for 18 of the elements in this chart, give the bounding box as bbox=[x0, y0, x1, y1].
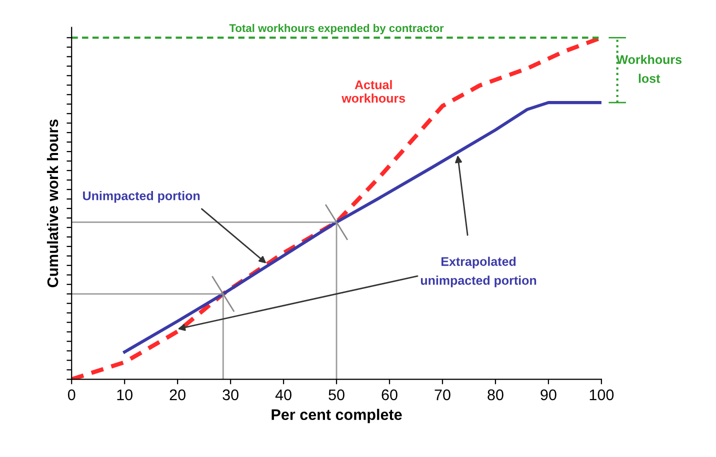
x-tick-label: 80 bbox=[488, 389, 504, 400]
x-tick-label: 0 bbox=[68, 389, 76, 400]
text: Workhours lost bbox=[616, 54, 682, 83]
x-tick-label: 20 bbox=[170, 389, 186, 400]
annotation: Unimpacted portion bbox=[83, 191, 200, 203]
annotation: Extrapolated unimpacted portion bbox=[420, 256, 536, 288]
x-tick-label: 70 bbox=[434, 389, 450, 400]
text: Actual workhours bbox=[342, 80, 406, 103]
x-tick-label: 30 bbox=[222, 389, 238, 400]
x-tick-label: 90 bbox=[540, 389, 556, 400]
x-tick-label: 10 bbox=[117, 389, 132, 400]
y-axis-title: Cumulative work hours bbox=[46, 120, 58, 288]
ref-line-label: Total workhours expended by contractor bbox=[229, 24, 444, 34]
x-axis-title: Per cent complete bbox=[272, 408, 402, 424]
x-tick-label: 50 bbox=[328, 389, 344, 400]
x-tick-label: 40 bbox=[275, 389, 292, 400]
x-tick-label: 100 bbox=[590, 389, 614, 400]
x-tick-label: 60 bbox=[382, 389, 398, 400]
